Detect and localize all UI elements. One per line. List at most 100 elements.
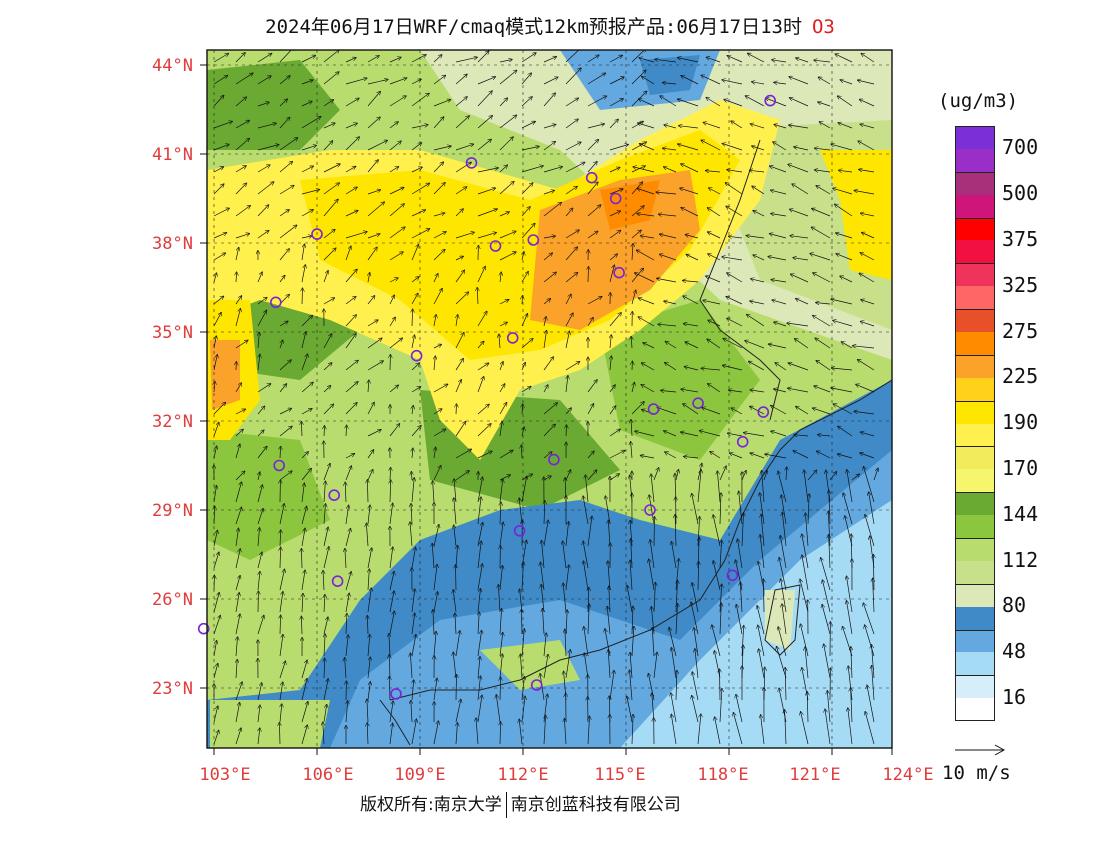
wind-vector [543,236,555,238]
wind-vector [389,424,400,437]
wind-vector [811,227,831,239]
wind-vector [411,210,425,217]
wind-vector [651,474,655,503]
colorbar-swatch [955,400,995,424]
wind-vector [847,470,853,503]
copyright: 版权所有:南京大学 南京创蓝科技有限公司 [360,790,681,818]
wind-vector [731,408,743,415]
wind-vector [367,402,374,415]
wind-vector [213,730,219,745]
wind-vector [367,190,380,195]
station-marker [585,171,598,184]
wind-vector [323,50,339,63]
wind-vector [367,361,383,371]
wind-vector [815,170,831,172]
wind-vector [565,98,578,107]
wind-vector [609,55,622,63]
wind-vector [587,140,598,151]
wind-vector [499,182,514,195]
wind-vector [860,453,875,459]
station-marker [644,504,656,516]
wind-vector [565,247,577,261]
wind-vector [759,649,765,679]
wind-vector [833,404,853,415]
station-marker [410,349,423,362]
wind-vector [433,274,438,283]
wind-vector [279,682,283,701]
wind-vector [770,166,787,173]
wind-vector [827,691,831,723]
wind-vector [477,139,491,151]
wind-vector [543,93,555,107]
wind-vector [499,654,502,679]
wind-vector [301,506,307,525]
wind-vector [280,615,281,635]
wind-vector [279,471,292,481]
wind-vector [541,585,545,613]
wind-vector [565,68,581,85]
wind-vector [863,603,875,635]
wind-vector [213,706,218,723]
wind-vector [522,296,523,305]
wind-vector [323,679,328,701]
wind-vector [609,211,620,217]
wind-vector [257,231,269,239]
wind-vector [368,380,369,393]
wind-vector [829,490,830,525]
wind-vector [697,470,701,503]
wind-vector [847,601,853,635]
wind-vector [389,634,390,657]
wind-vector [736,605,743,635]
wind-vector [411,426,421,437]
wind-vector [433,384,448,393]
wind-vector [235,507,242,525]
wind-vector [609,145,628,151]
station-marker [269,296,282,309]
wind-vector [235,183,246,195]
wind-vector [715,717,721,745]
wind-vector [543,403,557,415]
wind-vector [455,187,467,195]
wind-vector [588,267,589,283]
wind-vector [789,77,809,85]
wind-vector [499,231,516,239]
colorbar-label: 325 [1002,272,1039,297]
colorbar-swatch [955,492,995,516]
wind-vector [609,254,617,261]
wind-vector [235,576,240,591]
wind-vector [455,422,466,437]
wind-vector [681,208,699,217]
wind-vector [455,57,477,63]
wind-vector [778,627,787,657]
wind-vector [631,402,644,415]
colorbar-swatch [955,652,995,676]
wind-vector [635,431,655,437]
wind-vector [631,337,632,349]
wind-vector [777,647,787,679]
wind-vector [657,278,677,283]
wind-vector [433,429,446,437]
wind-vector [477,424,491,437]
wind-vector [301,382,313,393]
wind-vector [731,121,743,129]
wind-vector [500,609,502,635]
wind-vector [324,634,325,657]
wind-vector [280,447,281,459]
wind-vector [683,281,699,283]
wind-vector [499,334,500,349]
wind-vector [367,338,382,349]
wind-vector [455,232,474,239]
wind-vector [609,429,620,437]
concentration-field [207,50,892,748]
wind-vector [609,406,616,415]
wind-vector [640,144,655,151]
wind-vector [324,595,325,613]
wind-vector [676,470,679,481]
wind-vector [213,616,220,635]
wind-vector [411,701,412,723]
wind-vector [345,187,357,195]
wind-vector [860,99,875,107]
wind-vector [753,211,765,217]
wind-vector [633,167,655,173]
wind-vector [235,728,241,745]
